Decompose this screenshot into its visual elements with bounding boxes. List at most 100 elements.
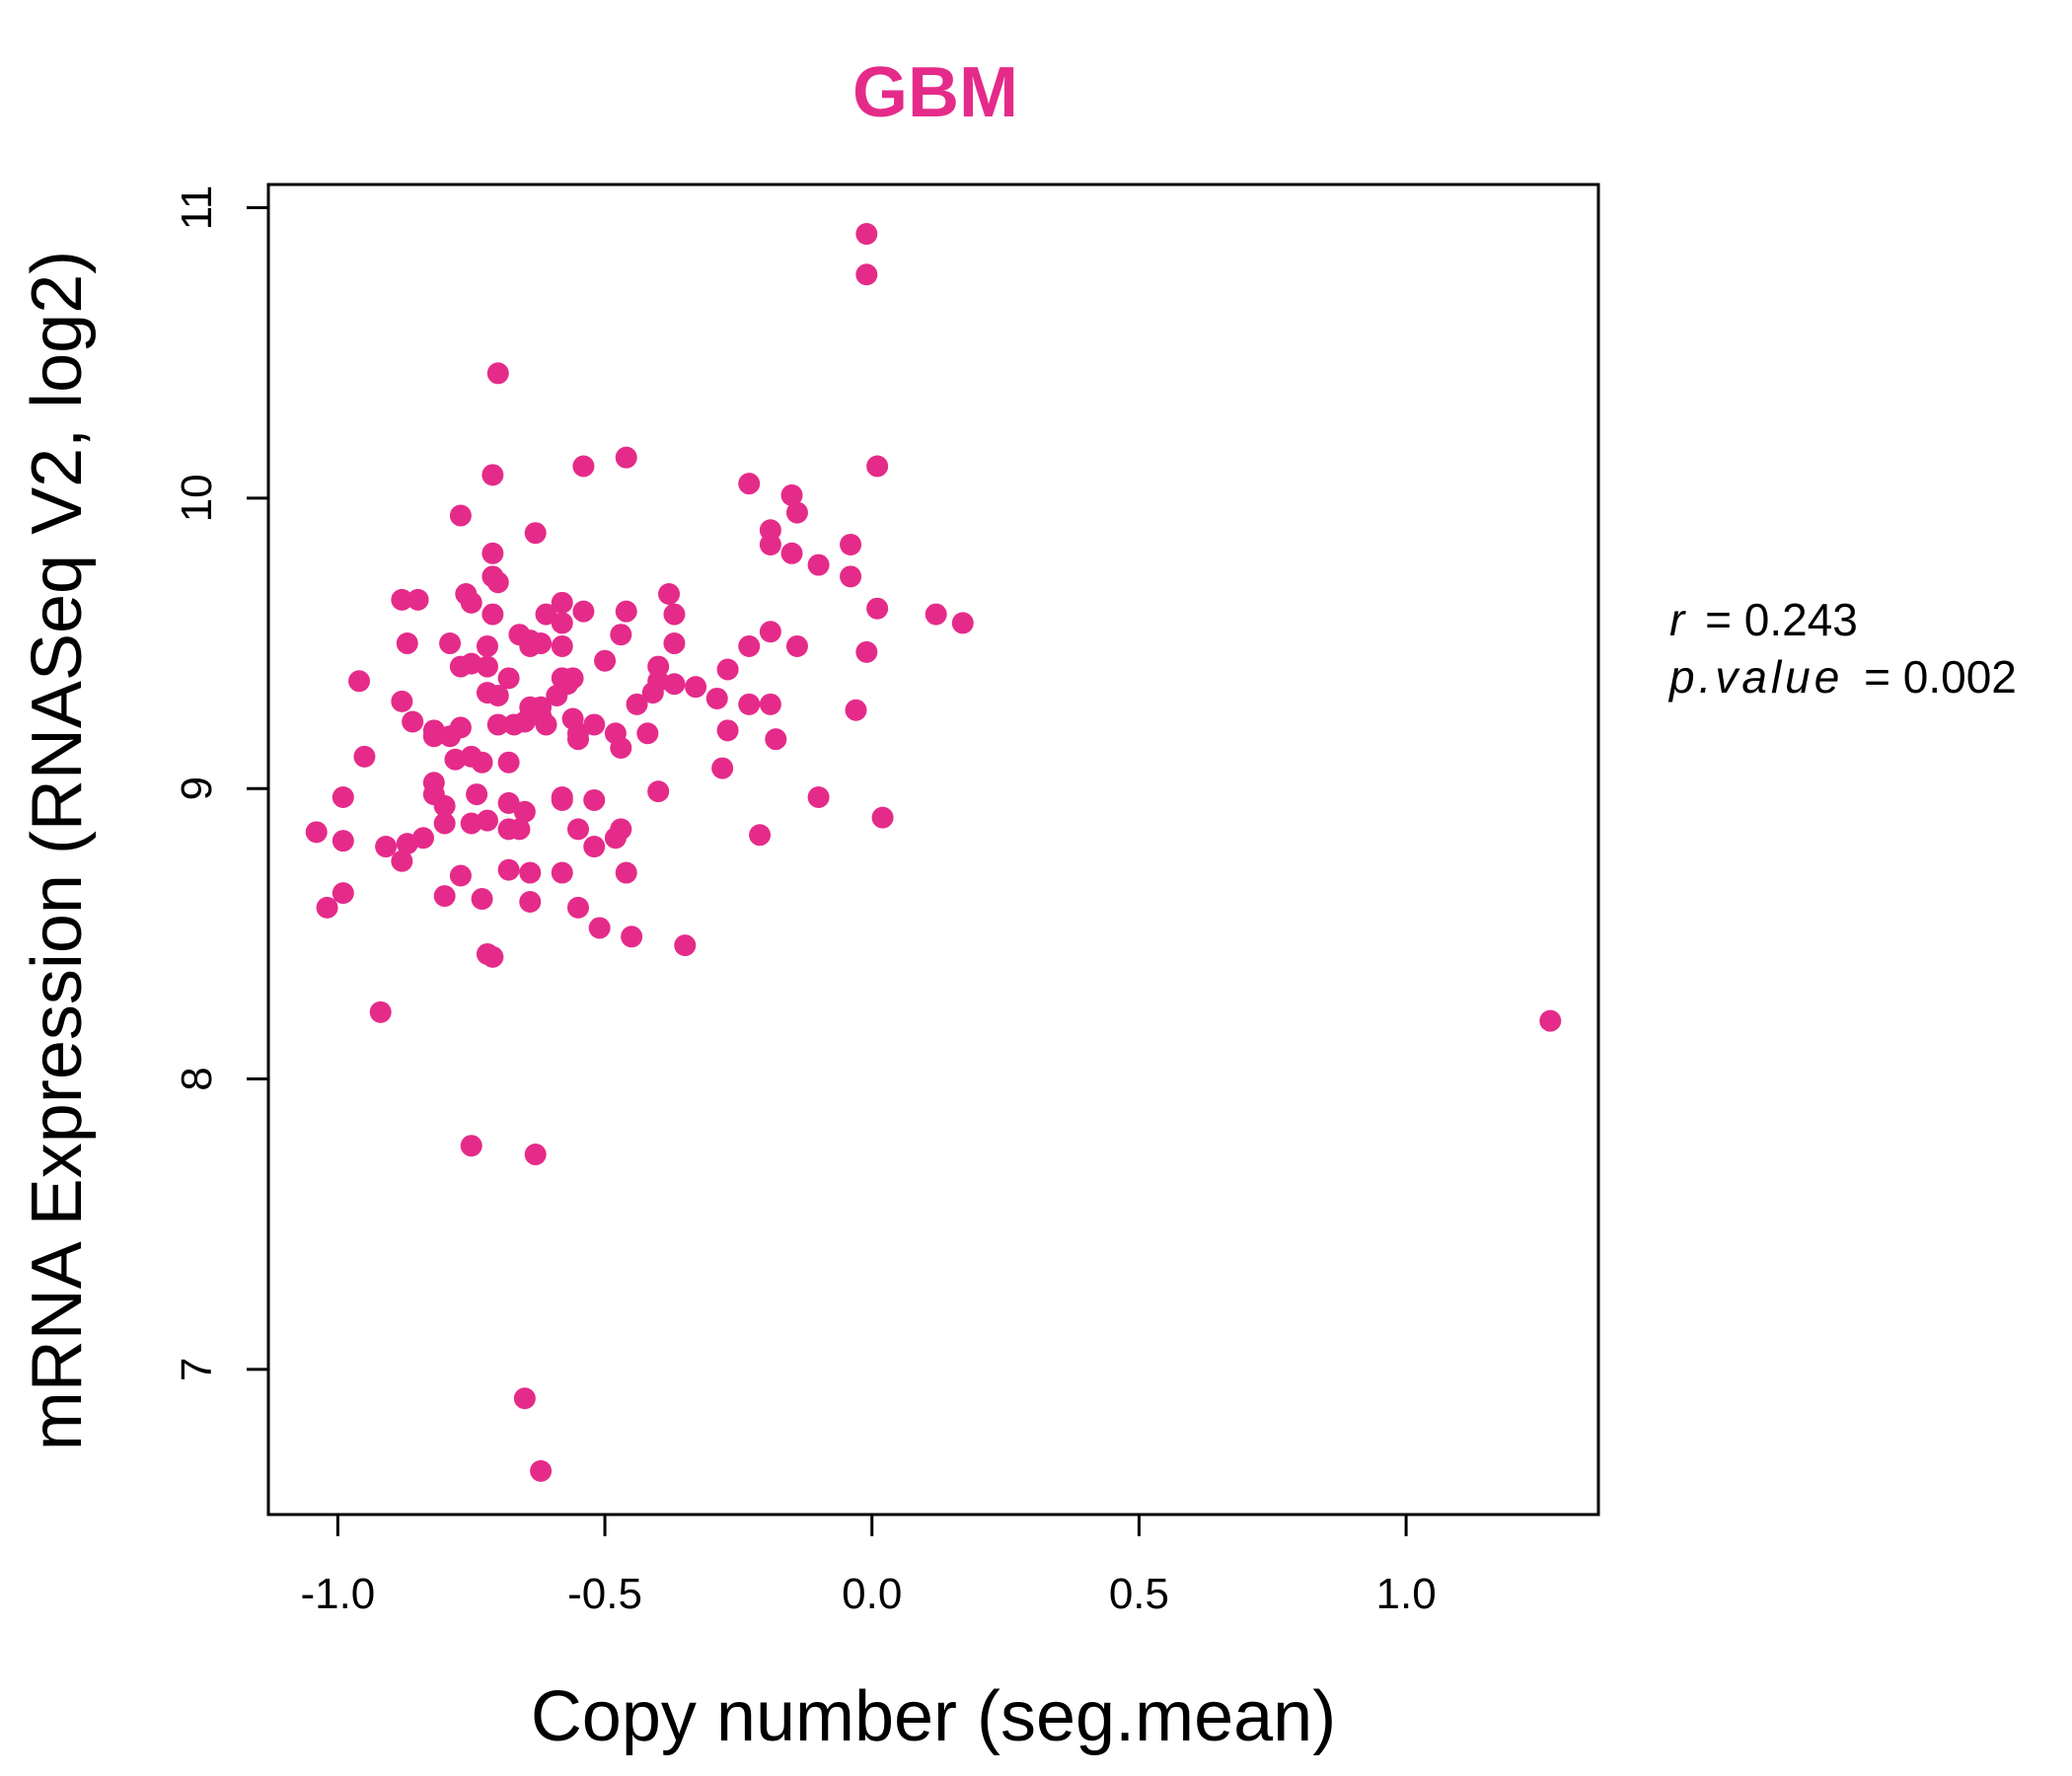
data-point (765, 728, 787, 751)
data-point (1539, 1009, 1562, 1032)
data-point (439, 632, 462, 655)
data-point (636, 722, 659, 745)
y-tick-label: 8 (173, 1067, 221, 1090)
data-point (524, 522, 547, 545)
data-point (391, 690, 413, 712)
data-point (583, 836, 606, 858)
y-tick-label: 9 (173, 777, 221, 800)
x-tick-label: 0.5 (1109, 1570, 1169, 1618)
data-point (663, 632, 686, 655)
x-axis-title: Copy number (seg.mean) (531, 1677, 1336, 1756)
data-point (444, 748, 467, 771)
data-point (855, 640, 878, 663)
data-point (626, 693, 648, 715)
data-point (369, 1000, 392, 1023)
data-point (449, 655, 472, 678)
data-point (621, 925, 643, 948)
data-point (471, 888, 493, 911)
data-point (845, 699, 867, 721)
data-point (486, 362, 509, 385)
data-point (840, 565, 862, 588)
data-point (572, 455, 595, 478)
data-point (610, 624, 632, 646)
p-label: p.value (1667, 651, 1843, 703)
data-point (497, 858, 520, 881)
data-point (481, 945, 504, 968)
data-point (449, 864, 472, 887)
data-point (497, 791, 520, 814)
data-point (610, 736, 632, 759)
data-point (588, 917, 611, 939)
x-axis: -1.0 -0.5 0.0 0.5 1.0 (300, 1513, 1437, 1618)
data-point (551, 591, 573, 614)
data-point (460, 591, 482, 614)
data-point (551, 634, 573, 657)
data-point (481, 542, 504, 564)
data-point (402, 710, 424, 733)
data-point (375, 836, 398, 858)
data-point (486, 713, 509, 736)
data-point (391, 850, 413, 872)
data-point (807, 786, 830, 809)
data-point (449, 504, 472, 527)
data-point (460, 1135, 482, 1157)
data-point (925, 603, 947, 626)
data-point (476, 634, 498, 657)
data-point (513, 1387, 536, 1410)
data-point (855, 263, 878, 286)
data-point (855, 223, 878, 246)
data-point (749, 824, 772, 847)
x-tick-label: 0.0 (842, 1570, 902, 1618)
data-point (663, 673, 686, 696)
p-stat: p.value = 0.002 (1667, 651, 2017, 703)
r-value: = 0.243 (1705, 594, 1858, 645)
data-point (716, 658, 739, 681)
data-point (594, 649, 617, 672)
x-tick-label: -1.0 (300, 1570, 375, 1618)
data-point (566, 728, 589, 751)
data-point (780, 483, 803, 506)
data-point (759, 621, 781, 643)
data-point (615, 861, 637, 884)
data-point (663, 603, 686, 626)
data-point (951, 612, 974, 634)
data-point (738, 473, 761, 495)
data-point (647, 780, 670, 803)
y-axis: 7 8 9 10 11 (173, 185, 270, 1381)
data-point (566, 896, 589, 919)
y-tick-label: 11 (173, 185, 221, 231)
data-point (551, 861, 573, 884)
data-point (546, 685, 568, 707)
plot-frame (266, 183, 1600, 1517)
data-point (486, 685, 509, 707)
data-point (615, 446, 637, 469)
data-point (486, 571, 509, 594)
data-point (711, 757, 734, 779)
data-point (497, 751, 520, 774)
data-point (332, 830, 354, 852)
data-point (641, 682, 664, 704)
data-point (433, 812, 456, 835)
data-point (716, 719, 739, 742)
data-point (658, 582, 681, 605)
data-point (316, 896, 338, 919)
y-tick-label: 10 (173, 474, 221, 522)
data-point (535, 713, 557, 736)
data-point (481, 464, 504, 486)
data-point (476, 655, 498, 678)
correlation-annotation: r = 0.243 p.value = 0.002 (1667, 594, 2017, 703)
data-point (705, 687, 728, 709)
data-point (348, 670, 371, 693)
x-tick-label: 1.0 (1376, 1570, 1437, 1618)
data-point (685, 676, 707, 699)
data-point (785, 634, 808, 657)
data-point (460, 812, 482, 835)
data-point (840, 533, 862, 555)
data-point (508, 818, 531, 841)
data-point (535, 603, 557, 626)
y-axis-title: mRNA Expression (RNASeq V2, log2) (18, 251, 97, 1450)
data-point (807, 554, 830, 576)
data-point (305, 821, 328, 844)
p-value: = 0.002 (1864, 651, 2017, 703)
